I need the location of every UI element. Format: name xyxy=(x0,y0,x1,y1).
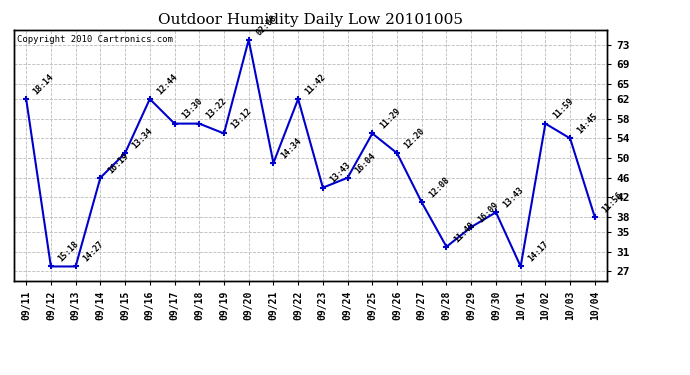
Text: 02:08: 02:08 xyxy=(254,13,278,37)
Text: 14:17: 14:17 xyxy=(526,240,550,264)
Text: 13:43: 13:43 xyxy=(328,161,353,185)
Text: 16:04: 16:04 xyxy=(353,151,377,175)
Text: 13:34: 13:34 xyxy=(130,126,155,150)
Text: 12:44: 12:44 xyxy=(155,72,179,96)
Text: 18:14: 18:14 xyxy=(32,72,56,96)
Text: 14:34: 14:34 xyxy=(279,136,303,160)
Text: 11:59: 11:59 xyxy=(551,97,575,121)
Text: 14:27: 14:27 xyxy=(81,240,105,264)
Text: 11:42: 11:42 xyxy=(304,72,328,96)
Text: 11:56: 11:56 xyxy=(600,190,624,214)
Text: 14:45: 14:45 xyxy=(575,112,600,136)
Text: 13:22: 13:22 xyxy=(205,97,229,121)
Text: 11:48: 11:48 xyxy=(452,220,476,244)
Text: 13:12: 13:12 xyxy=(230,106,253,130)
Text: 13:43: 13:43 xyxy=(502,186,526,210)
Text: 12:08: 12:08 xyxy=(427,176,451,200)
Text: 15:18: 15:18 xyxy=(57,240,81,264)
Text: Copyright 2010 Cartronics.com: Copyright 2010 Cartronics.com xyxy=(17,35,172,44)
Text: 13:30: 13:30 xyxy=(180,97,204,121)
Text: 16:09: 16:09 xyxy=(477,200,501,224)
Text: 16:19: 16:19 xyxy=(106,151,130,175)
Text: 12:20: 12:20 xyxy=(402,126,426,150)
Text: 11:29: 11:29 xyxy=(378,106,402,130)
Title: Outdoor Humidity Daily Low 20101005: Outdoor Humidity Daily Low 20101005 xyxy=(158,13,463,27)
